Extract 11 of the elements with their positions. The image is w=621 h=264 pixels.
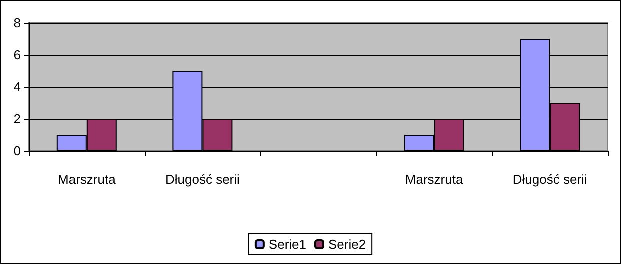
legend-label: Serie2 [328, 237, 366, 252]
y-tick-label: 8 [14, 16, 21, 30]
x-tick-label: Marszruta [405, 172, 464, 187]
y-tick-label: 6 [14, 48, 21, 62]
legend-label: Serie1 [268, 237, 306, 252]
x-tick-label: Marszruta [58, 172, 117, 187]
y-tick-label: 4 [14, 80, 21, 94]
x-tick-label: Długość serii [512, 172, 588, 187]
x-tick-label: Długość serii [165, 172, 240, 187]
y-tick-label: 0 [14, 144, 21, 158]
y-tick-label: 2 [14, 112, 21, 126]
